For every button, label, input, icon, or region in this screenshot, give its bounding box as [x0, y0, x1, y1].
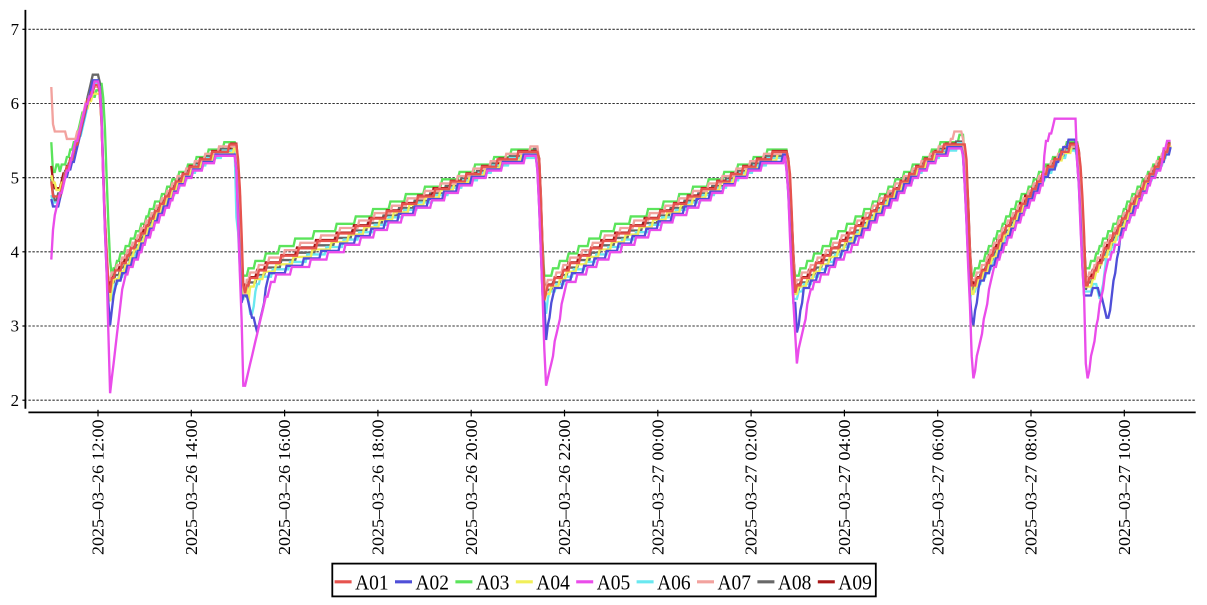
svg-text:2025–03–26 16:00: 2025–03–26 16:00 [275, 420, 294, 556]
svg-text:A02: A02 [416, 571, 450, 595]
svg-text:2025–03–27 08:00: 2025–03–27 08:00 [1022, 420, 1041, 556]
svg-text:A03: A03 [476, 571, 510, 595]
svg-text:A05: A05 [597, 571, 631, 595]
svg-text:3: 3 [11, 317, 19, 336]
svg-text:2025–03–26 18:00: 2025–03–26 18:00 [369, 420, 388, 556]
svg-text:2025–03–26 14:00: 2025–03–26 14:00 [182, 420, 201, 556]
svg-text:7: 7 [11, 20, 19, 39]
svg-text:2025–03–27 02:00: 2025–03–27 02:00 [742, 420, 761, 556]
svg-text:2025–03–27 00:00: 2025–03–27 00:00 [648, 420, 667, 556]
svg-text:A01: A01 [355, 571, 389, 595]
svg-text:A09: A09 [838, 571, 872, 595]
svg-text:4: 4 [11, 242, 20, 261]
svg-text:A06: A06 [657, 571, 691, 595]
svg-text:A04: A04 [536, 571, 570, 595]
svg-text:6: 6 [11, 94, 19, 113]
svg-text:2025–03–27 04:00: 2025–03–27 04:00 [835, 420, 854, 556]
svg-text:A08: A08 [778, 571, 812, 595]
svg-text:5: 5 [11, 168, 19, 187]
svg-text:2025–03–26 20:00: 2025–03–26 20:00 [462, 420, 481, 556]
svg-text:A07: A07 [718, 571, 752, 595]
svg-text:2025–03–27 06:00: 2025–03–27 06:00 [928, 420, 947, 556]
svg-text:2025–03–26 22:00: 2025–03–26 22:00 [555, 420, 574, 556]
svg-text:2025–03–27 10:00: 2025–03–27 10:00 [1115, 420, 1134, 556]
svg-text:2: 2 [11, 391, 19, 410]
svg-text:2025–03–26 12:00: 2025–03–26 12:00 [89, 420, 108, 556]
